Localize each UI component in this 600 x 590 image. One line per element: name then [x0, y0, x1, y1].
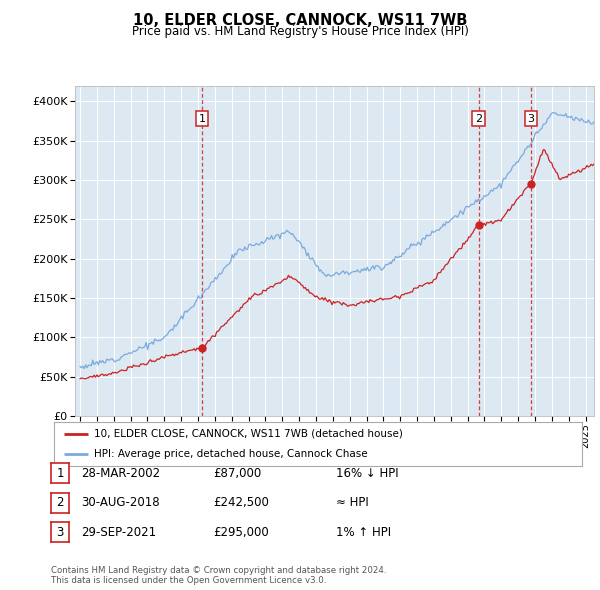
Text: 30-AUG-2018: 30-AUG-2018 — [81, 496, 160, 509]
Text: 1: 1 — [199, 114, 206, 123]
Text: 2: 2 — [56, 496, 64, 509]
Text: 10, ELDER CLOSE, CANNOCK, WS11 7WB: 10, ELDER CLOSE, CANNOCK, WS11 7WB — [133, 13, 467, 28]
Text: £295,000: £295,000 — [213, 526, 269, 539]
Text: 3: 3 — [527, 114, 535, 123]
Text: £242,500: £242,500 — [213, 496, 269, 509]
Text: £87,000: £87,000 — [213, 467, 261, 480]
Text: ≈ HPI: ≈ HPI — [336, 496, 369, 509]
Text: 1% ↑ HPI: 1% ↑ HPI — [336, 526, 391, 539]
Text: Contains HM Land Registry data © Crown copyright and database right 2024.
This d: Contains HM Land Registry data © Crown c… — [51, 566, 386, 585]
Text: Price paid vs. HM Land Registry's House Price Index (HPI): Price paid vs. HM Land Registry's House … — [131, 25, 469, 38]
Text: HPI: Average price, detached house, Cannock Chase: HPI: Average price, detached house, Cann… — [94, 449, 367, 459]
Text: 10, ELDER CLOSE, CANNOCK, WS11 7WB (detached house): 10, ELDER CLOSE, CANNOCK, WS11 7WB (deta… — [94, 429, 403, 439]
Text: 1: 1 — [56, 467, 64, 480]
Text: 2: 2 — [475, 114, 482, 123]
Text: 16% ↓ HPI: 16% ↓ HPI — [336, 467, 398, 480]
Text: 29-SEP-2021: 29-SEP-2021 — [81, 526, 156, 539]
Text: 3: 3 — [56, 526, 64, 539]
Text: 28-MAR-2002: 28-MAR-2002 — [81, 467, 160, 480]
